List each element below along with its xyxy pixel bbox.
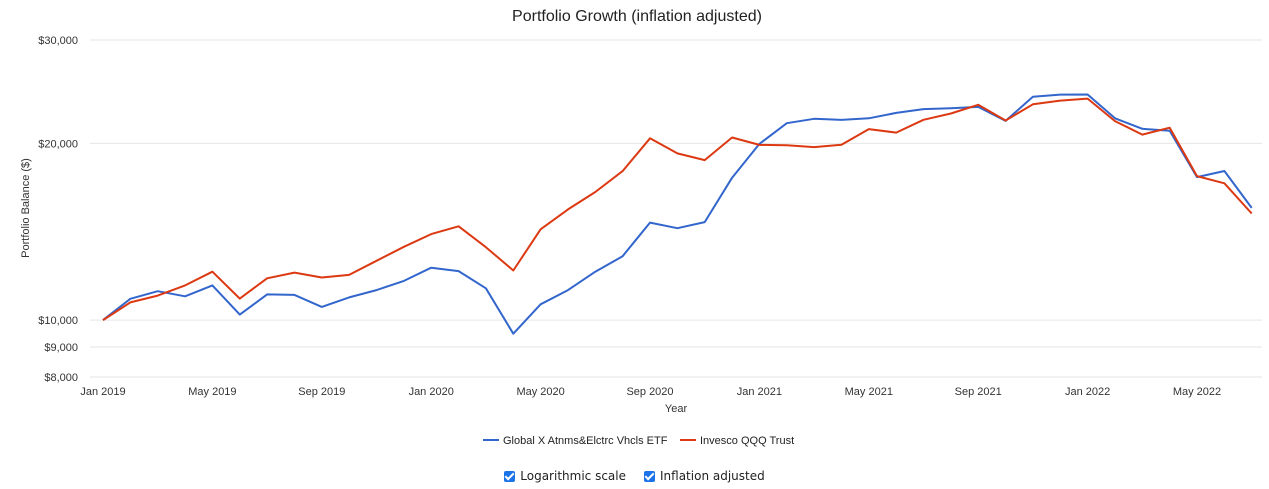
inflation-adjusted-label: Inflation adjusted bbox=[660, 469, 765, 483]
gridlines bbox=[90, 39, 1262, 378]
x-axis-ticks: Jan 2019 May 2019 Sep 2019 Jan 2020 May 2020… bbox=[80, 386, 1221, 398]
x-tick-label: May 2020 bbox=[516, 386, 564, 398]
series-lines bbox=[102, 93, 1253, 335]
y-tick-label: $10,000 bbox=[38, 315, 78, 327]
y-tick-label: $20,000 bbox=[38, 138, 78, 150]
log-scale-checkbox[interactable] bbox=[504, 470, 516, 482]
log-scale-toggle[interactable]: Logarithmic scale bbox=[504, 469, 626, 483]
series-line-1 bbox=[102, 93, 1253, 335]
chart-controls: Logarithmic scale Inflation adjusted bbox=[0, 469, 1269, 483]
y-tick-label: $9,000 bbox=[44, 342, 78, 354]
legend-label-2: Invesco QQQ Trust bbox=[700, 435, 794, 447]
x-tick-label: May 2019 bbox=[188, 386, 236, 398]
x-tick-label: Jan 2021 bbox=[737, 386, 782, 398]
x-tick-label: Sep 2021 bbox=[955, 386, 1002, 398]
x-tick-label: May 2022 bbox=[1173, 386, 1221, 398]
legend: Global X Atnms&Elctrc Vhcls ETF Invesco Q… bbox=[483, 435, 794, 447]
inflation-adjusted-toggle[interactable]: Inflation adjusted bbox=[644, 469, 765, 483]
legend-label-1: Global X Atnms&Elctrc Vhcls ETF bbox=[503, 435, 668, 447]
y-tick-label: $8,000 bbox=[44, 372, 78, 384]
inflation-adjusted-checkbox[interactable] bbox=[644, 470, 655, 482]
y-tick-label: $30,000 bbox=[38, 35, 78, 47]
x-tick-label: Jan 2019 bbox=[80, 386, 125, 398]
y-axis-ticks: $30,000 $20,000 $10,000 $9,000 $8,000 bbox=[38, 35, 78, 384]
x-tick-label: Jan 2020 bbox=[409, 386, 454, 398]
log-scale-label: Logarithmic scale bbox=[520, 469, 626, 483]
x-tick-label: Sep 2019 bbox=[298, 386, 345, 398]
x-tick-label: May 2021 bbox=[845, 386, 893, 398]
chart-title: Portfolio Growth (inflation adjusted) bbox=[512, 8, 762, 25]
x-tick-label: Jan 2022 bbox=[1065, 386, 1110, 398]
y-axis-title: Portfolio Balance ($) bbox=[20, 158, 32, 258]
x-tick-label: Sep 2020 bbox=[626, 386, 673, 398]
series-line-2 bbox=[102, 97, 1253, 321]
x-axis-title: Year bbox=[665, 403, 688, 415]
